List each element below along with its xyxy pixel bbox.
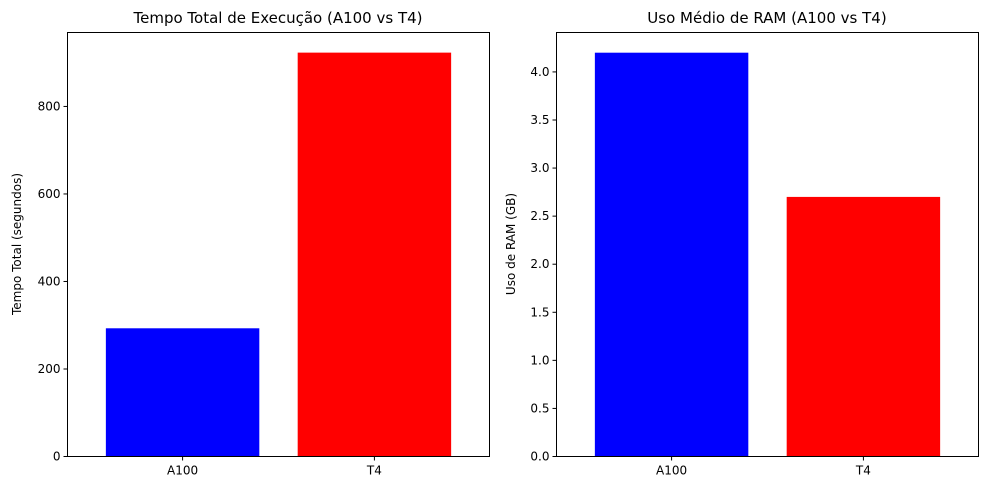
y-tick-label: 800	[38, 99, 61, 113]
bars	[105, 52, 452, 457]
y-tick-label: 3.5	[530, 113, 549, 127]
y-tick-label: 2.0	[530, 257, 549, 271]
chart-title: Tempo Total de Execução (A100 vs T4)	[132, 9, 422, 27]
y-tick-label: 0	[53, 450, 61, 464]
chart-execution-time: Tempo Total de Execução (A100 vs T4) Tem…	[10, 9, 490, 478]
y-tick-label: 1.5	[530, 305, 549, 319]
x-tick-label: T4	[366, 464, 382, 478]
y-axis-label: Uso de RAM (GB)	[504, 193, 518, 295]
x-axis-ticks: A100 T4	[656, 456, 871, 478]
plot-frame	[67, 32, 490, 457]
chart-title: Uso Médio de RAM (A100 vs T4)	[647, 9, 886, 27]
y-tick-label: 0.5	[530, 401, 549, 415]
y-tick-label: 1.0	[530, 353, 549, 367]
bars	[594, 52, 941, 457]
chart-ram-usage: Uso Médio de RAM (A100 vs T4) Uso de RAM…	[504, 9, 979, 478]
y-tick-label: 200	[38, 362, 61, 376]
y-axis-label: Tempo Total (segundos)	[10, 173, 24, 316]
x-tick-label: T4	[855, 464, 871, 478]
y-tick-label: 3.0	[530, 161, 549, 175]
x-tick-label: A100	[167, 464, 198, 478]
y-tick-label: 0.0	[530, 450, 549, 464]
y-tick-label: 4.0	[530, 65, 549, 79]
x-axis-ticks: A100 T4	[167, 456, 382, 478]
y-tick-label: 400	[38, 274, 61, 288]
y-axis-ticks: 0.0 0.5 1.0 1.5 2.0 2.5 3.0 3.5 4.0	[530, 65, 557, 464]
x-tick-label: A100	[656, 464, 687, 478]
plot-frame	[556, 32, 979, 457]
y-tick-label: 2.5	[530, 209, 549, 223]
bar-a100	[594, 52, 749, 457]
bar-t4	[786, 196, 941, 457]
y-tick-label: 600	[38, 187, 61, 201]
y-axis-ticks: 0 200 400 600 800	[38, 99, 68, 464]
bar-t4	[297, 52, 452, 457]
bar-a100	[105, 328, 260, 457]
